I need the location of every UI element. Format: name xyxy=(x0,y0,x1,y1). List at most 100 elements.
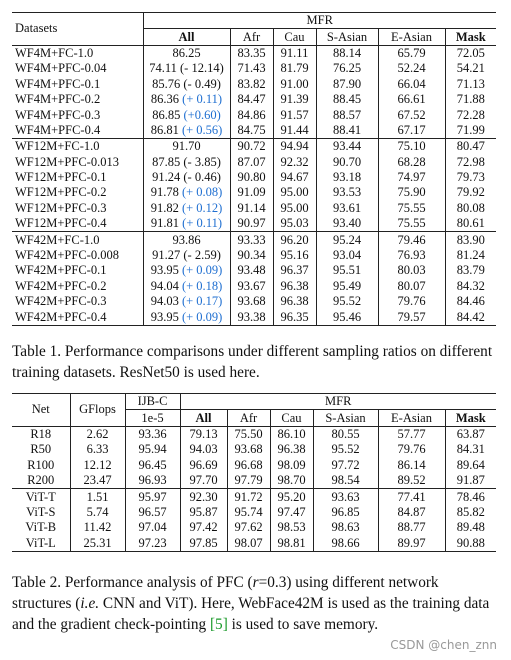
table-row: WF42M+PFC-0.3 94.03 (+ 0.17) 93.68 96.38 95.… xyxy=(12,294,496,310)
cell: 93.18 xyxy=(316,169,379,186)
cell: 71.99 xyxy=(456,122,485,137)
cell: 23.47 xyxy=(70,472,126,489)
cell-delta: (+ 0.12) xyxy=(181,200,223,215)
cell: 91.27 (- 2.59) xyxy=(143,247,231,264)
table-2: Net GFlops IJB-C MFR 1e-5 All Afr Cau S-Asian E-… xyxy=(12,393,496,552)
cell: 86.14 xyxy=(378,457,446,473)
cell: 89.64 xyxy=(456,457,485,472)
row-label: WF12M+PFC-0.3 xyxy=(12,200,144,217)
cell: 97.23 xyxy=(125,535,181,552)
cell-value: 94.04 xyxy=(150,278,179,293)
cell: 95.03 xyxy=(273,216,317,232)
cell: 91.81 (+ 0.11) xyxy=(143,216,231,232)
table-row: WF42M+FC-1.0 93.86 93.33 96.20 95.24 79.46 83.… xyxy=(12,231,496,248)
table-row: ViT-L 25.31 97.23 97.85 98.07 98.81 98.66 89.97… xyxy=(12,535,496,552)
cell: 94.67 xyxy=(273,169,317,186)
cell-delta: (+ 0.18) xyxy=(181,278,223,293)
row-label: WF42M+PFC-0.1 xyxy=(12,263,144,279)
row-label: WF4M+PFC-0.3 xyxy=(12,107,144,123)
cell: 95.46 xyxy=(316,309,379,326)
header-cell: S-Asian xyxy=(313,409,379,427)
cell: 75.50 xyxy=(227,426,271,443)
cell: 88.77 xyxy=(378,520,446,536)
table-row: ViT-T 1.51 95.97 92.30 91.72 95.20 93.63 77.41 7… xyxy=(12,488,496,505)
cell: 96.35 xyxy=(273,309,317,326)
header-cell: Mask xyxy=(455,29,486,44)
row-label: WF42M+PFC-0.4 xyxy=(12,309,144,326)
table-row: WF4M+FC-1.0 86.25 83.35 91.11 88.14 65.79 72.0… xyxy=(12,45,496,62)
cell: 98.81 xyxy=(270,535,314,552)
cell: 97.72 xyxy=(313,457,379,473)
cell: 91.82 (+ 0.12) xyxy=(143,200,231,217)
cell: 81.24 xyxy=(456,248,485,263)
cell: 84.75 xyxy=(230,122,274,139)
cell-value: 93.95 xyxy=(150,263,179,278)
cell-delta: (+ 0.09) xyxy=(181,309,223,324)
cell-delta: (+ 0.17) xyxy=(181,294,223,309)
cell: 98.70 xyxy=(270,472,314,489)
cell: 77.41 xyxy=(378,488,446,505)
cell: 91.09 xyxy=(230,185,274,201)
header-cell: GFlops xyxy=(70,393,126,427)
cell: 88.45 xyxy=(316,91,379,108)
table-row: WF12M+PFC-0.2 91.78 (+ 0.08) 91.09 95.00 93.… xyxy=(12,185,496,201)
cell: 96.85 xyxy=(313,504,379,521)
row-label: R100 xyxy=(12,457,71,473)
cell: 96.38 xyxy=(273,294,317,310)
cell: 91.57 xyxy=(273,107,317,123)
cell: 1.51 xyxy=(70,488,126,505)
cell: 93.61 xyxy=(316,200,379,217)
caption-text: Table 2. Performance analysis of PFC ( xyxy=(12,574,253,591)
cell: 97.79 xyxy=(227,472,271,489)
header-cell: Cau xyxy=(270,409,314,427)
header-cell: Afr xyxy=(227,409,271,427)
header-group: MFR xyxy=(180,393,496,411)
cell: 88.14 xyxy=(316,45,379,62)
cell: 95.87 xyxy=(180,504,228,521)
cell: 72.28 xyxy=(456,107,485,122)
cell-value: 74.11 xyxy=(149,61,177,76)
cell: 93.48 xyxy=(230,263,274,279)
cell: 5.74 xyxy=(70,504,126,521)
citation[interactable]: [5] xyxy=(209,616,228,633)
cell: 75.10 xyxy=(378,138,446,155)
table-row: WF4M+PFC-0.2 86.36 (+ 0.11) 84.47 91.39 88.4… xyxy=(12,91,496,108)
cell: 76.93 xyxy=(378,247,446,264)
cell: 96.69 xyxy=(180,457,228,473)
cell-value: 93.86 xyxy=(172,232,201,247)
cell: 93.44 xyxy=(316,138,379,155)
cell: 93.40 xyxy=(316,216,379,232)
table-row: WF12M+PFC-0.013 87.85 (- 3.85) 87.07 92.32 9… xyxy=(12,154,496,170)
cell: 98.66 xyxy=(313,535,379,552)
cell: 91.24 (- 0.46) xyxy=(143,169,231,186)
cell: 96.68 xyxy=(227,457,271,473)
cell: 94.04 (+ 0.18) xyxy=(143,278,231,295)
cell-delta: (+0.60) xyxy=(183,107,221,122)
cell: 95.94 xyxy=(125,442,181,458)
cell: 93.33 xyxy=(230,231,274,248)
caption-text: r xyxy=(252,574,259,591)
cell-value: 94.03 xyxy=(150,294,179,309)
cell: 66.04 xyxy=(378,76,446,92)
cell: 80.07 xyxy=(378,278,446,295)
cell: 90.70 xyxy=(316,154,379,170)
row-label: R50 xyxy=(12,442,71,458)
cell: 91.72 xyxy=(227,488,271,505)
cell: 96.93 xyxy=(125,472,181,489)
cell: 79.76 xyxy=(378,442,446,458)
cell: 11.42 xyxy=(70,520,126,536)
cell: 72.98 xyxy=(456,154,485,169)
cell: 86.10 xyxy=(270,426,314,443)
cell: 95.74 xyxy=(227,504,271,521)
cell: 93.95 (+ 0.09) xyxy=(143,263,231,279)
cell: 90.80 xyxy=(230,169,274,186)
cell: 84.87 xyxy=(378,504,446,521)
cell: 96.20 xyxy=(273,231,317,248)
cell: 96.37 xyxy=(273,263,317,279)
cell: 89.97 xyxy=(378,535,446,552)
cell-delta: (- 2.59) xyxy=(183,248,221,263)
cell-value: 91.81 xyxy=(150,216,180,231)
cell: 83.82 xyxy=(230,76,274,92)
row-label: WF12M+PFC-0.1 xyxy=(12,169,144,186)
cell: 93.67 xyxy=(230,278,274,295)
